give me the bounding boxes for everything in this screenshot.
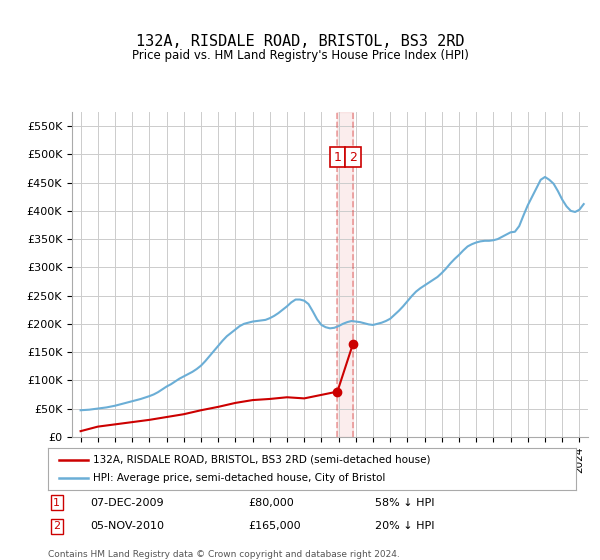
Text: 07-DEC-2009: 07-DEC-2009 [90, 498, 164, 508]
Bar [337, 112, 353, 437]
Text: 132A, RISDALE ROAD, BRISTOL, BS3 2RD (semi-detached house): 132A, RISDALE ROAD, BRISTOL, BS3 2RD (se… [93, 455, 430, 465]
Text: £80,000: £80,000 [248, 498, 295, 508]
Text: 20% ↓ HPI: 20% ↓ HPI [376, 521, 435, 531]
Text: 1: 1 [334, 151, 341, 164]
Text: £165,000: £165,000 [248, 521, 301, 531]
Text: 2: 2 [349, 151, 357, 164]
Text: 05-NOV-2010: 05-NOV-2010 [90, 521, 164, 531]
Text: 1: 1 [53, 498, 60, 508]
Text: 132A, RISDALE ROAD, BRISTOL, BS3 2RD: 132A, RISDALE ROAD, BRISTOL, BS3 2RD [136, 35, 464, 49]
Text: Price paid vs. HM Land Registry's House Price Index (HPI): Price paid vs. HM Land Registry's House … [131, 49, 469, 63]
Text: 58% ↓ HPI: 58% ↓ HPI [376, 498, 435, 508]
Text: HPI: Average price, semi-detached house, City of Bristol: HPI: Average price, semi-detached house,… [93, 473, 385, 483]
Text: Contains HM Land Registry data © Crown copyright and database right 2024.
This d: Contains HM Land Registry data © Crown c… [48, 550, 400, 560]
Text: 2: 2 [53, 521, 61, 531]
